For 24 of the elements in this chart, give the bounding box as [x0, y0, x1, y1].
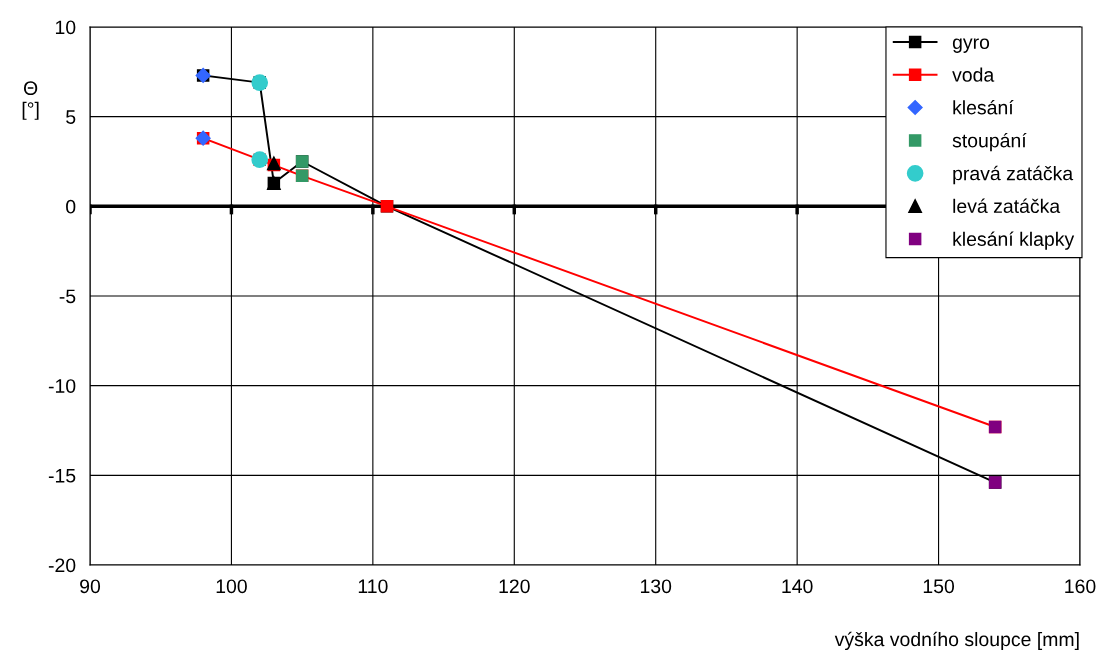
x-tick-label: 110 — [358, 579, 388, 594]
legend-label: voda — [952, 67, 995, 82]
x-tick-label: 120 — [499, 579, 530, 594]
y-tick-label: -10 — [48, 379, 76, 393]
legend-label: gyro — [952, 38, 990, 53]
legend-label: levá zatáčka — [953, 198, 1061, 214]
legend-label: klesání klapky — [953, 231, 1075, 250]
x-tick-label: 160 — [1065, 579, 1096, 594]
x-axis-title: výška vodního sloupce [mm] — [834, 631, 1079, 651]
x-tick-label: 90 — [80, 579, 101, 594]
x-tick-label: 130 — [640, 579, 672, 594]
x-tick-label: 100 — [216, 579, 247, 594]
y-tick-label: 5 — [66, 110, 76, 124]
legend-label: klesání — [953, 99, 1014, 115]
y-tick-label: -5 — [59, 289, 76, 304]
legend-label: stoupání — [952, 132, 1027, 152]
x-tick-label: 150 — [923, 579, 955, 594]
y-axis-title: Θ [°] — [22, 81, 39, 120]
y-tick-label: 10 — [55, 20, 76, 35]
legend-label: pravá zatáčka — [953, 165, 1074, 185]
y-tick-label: -15 — [48, 469, 76, 483]
y-tick-label: -20 — [48, 558, 76, 573]
x-tick-label: 140 — [782, 579, 813, 594]
y-tick-label: 0 — [66, 199, 76, 214]
